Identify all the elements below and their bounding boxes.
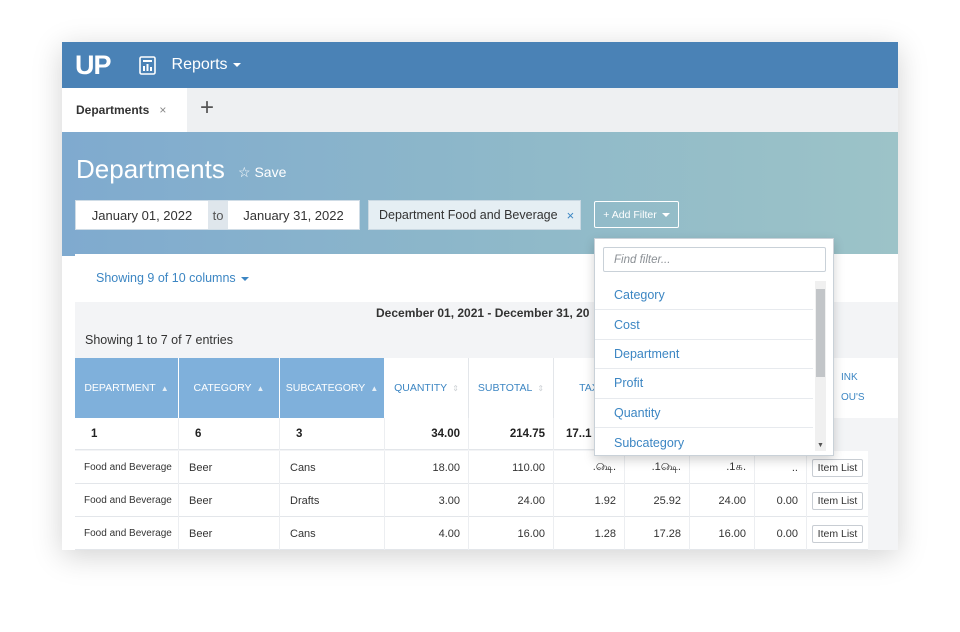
sort-asc-icon: ▲ [370,384,378,393]
cell-cost: 16.00 [690,517,755,550]
filter-option-department[interactable]: Department [595,340,813,369]
total-quantity: 34.00 [385,418,469,450]
chevron-down-icon [241,277,249,281]
filter-chip: Department Food and Beverage × [368,200,581,230]
chevron-down-icon [662,213,670,217]
sort-icon: ⇕ [452,384,459,393]
cell-action: Item List [807,484,868,517]
cell-quantity: 4.00 [385,517,469,550]
cell-department: Food and Beverage [75,484,179,517]
add-tab-button[interactable]: + [200,94,214,122]
start-date-field[interactable]: January 01, 2022 [76,201,208,229]
cell-subtotal: 24.00 [469,484,554,517]
cell-tax: 1.28 [554,517,625,550]
cell-subcategory: Drafts [280,484,385,517]
reports-icon[interactable] [139,56,156,75]
cell-tax: 1.92 [554,484,625,517]
total-department: 1 [75,418,179,450]
column-header-department[interactable]: DEPARTMENT ▲ [75,358,179,418]
total-subtotal: 214.75 [469,418,554,450]
entries-info: Showing 1 to 7 of 7 entries [85,333,233,347]
date-range-picker: January 01, 2022 to January 31, 2022 [75,200,360,230]
table-row: Food and Beverage Beer Cans 4.00 16.00 1… [75,517,868,550]
cell-action: Item List [807,517,868,550]
scroll-down-arrow-icon[interactable]: ▼ [817,442,824,449]
scrollbar-thumb[interactable] [816,289,825,377]
total-category: 6 [179,418,280,450]
cell-quantity: 18.00 [385,451,469,484]
filter-option-quantity[interactable]: Quantity [595,399,813,428]
column-header-subtotal[interactable]: SUBTOTAL ⇕ [469,358,554,418]
item-list-button[interactable]: Item List [812,525,864,543]
tab-departments[interactable]: Departments × [62,88,187,132]
end-date-field[interactable]: January 31, 2022 [228,201,359,229]
filter-option-category[interactable]: Category [595,281,813,310]
reports-menu[interactable]: Reports [172,56,241,74]
filter-dropdown: Find filter... Category Cost Department … [594,238,834,456]
cell-discount: 0.00 [755,517,807,550]
cell-subtotal: 110.00 [469,451,554,484]
cell-total: 25.92 [625,484,690,517]
filter-search-input[interactable]: Find filter... [603,247,826,272]
cell-cost: 24.00 [690,484,755,517]
page-title: Departments [76,154,225,185]
filter-options-list: Category Cost Department Profit Quantity… [595,281,813,457]
cell-quantity: 3.00 [385,484,469,517]
cell-category: Beer [179,451,280,484]
column-header-category[interactable]: CATEGORY ▲ [179,358,280,418]
add-filter-button[interactable]: + Add Filter [594,201,679,228]
period-label: December 01, 2021 - December 31, 20 [376,306,589,320]
filter-chip-label: Department Food and Beverage [379,208,558,222]
cell-subcategory: Cans [280,451,385,484]
item-list-button[interactable]: Item List [812,492,864,510]
sort-asc-icon: ▲ [257,384,265,393]
star-icon: ☆ [238,164,251,180]
column-header-quantity[interactable]: QUANTITY ⇕ [385,358,469,418]
table-header: DEPARTMENT ▲ CATEGORY ▲ SUBCATEGORY ▲ QUANT… [75,358,625,418]
total-subcategory: 3 [280,418,385,450]
remove-filter-icon[interactable]: × [567,208,575,223]
sort-icon: ⇕ [537,384,544,393]
column-header-partial[interactable]: INK OU'S [823,358,898,418]
top-navbar: UP Reports [62,42,898,88]
close-icon[interactable]: × [159,103,166,117]
cell-subtotal: 16.00 [469,517,554,550]
item-list-button[interactable]: Item List [812,459,864,477]
date-range-separator: to [208,201,228,229]
cell-department: Food and Beverage [75,451,179,484]
table-row: Food and Beverage Beer Drafts 3.00 24.00… [75,484,868,517]
cell-discount: 0.00 [755,484,807,517]
tab-label: Departments [76,103,149,117]
sort-asc-icon: ▲ [161,384,169,393]
dropdown-scrollbar[interactable]: ▼ [815,281,826,451]
filter-option-cost[interactable]: Cost [595,310,813,339]
columns-toggle[interactable]: Showing 9 of 10 columns [96,271,249,285]
filter-option-profit[interactable]: Profit [595,369,813,398]
cell-category: Beer [179,484,280,517]
cell-total: 17.28 [625,517,690,550]
totals-row: 1 6 3 34.00 214.75 17..1 [75,418,625,450]
cell-subcategory: Cans [280,517,385,550]
tab-bar: Departments × + [62,88,898,132]
chevron-down-icon [233,63,241,67]
cell-department: Food and Beverage [75,517,179,550]
app-logo[interactable]: UP [75,50,111,81]
save-button[interactable]: ☆ Save [238,164,286,181]
filter-option-subcategory[interactable]: Subcategory [595,428,813,457]
column-header-subcategory[interactable]: SUBCATEGORY ▲ [280,358,385,418]
cell-category: Beer [179,517,280,550]
